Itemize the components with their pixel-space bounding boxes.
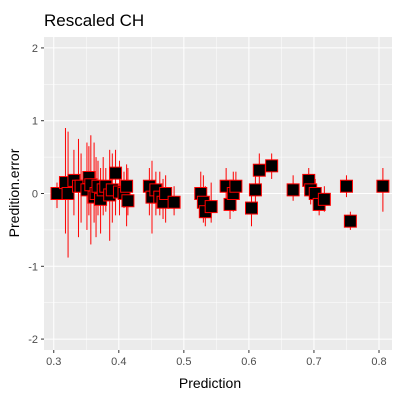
y-axis-title: Predition.error xyxy=(6,148,22,237)
x-tick-label: 0.5 xyxy=(176,356,191,368)
y-tick-label: 2 xyxy=(32,43,38,55)
data-point xyxy=(50,187,64,200)
chart-title: Rescaled CH xyxy=(44,11,144,30)
x-tick-label: 0.8 xyxy=(371,356,386,368)
data-point xyxy=(120,179,134,193)
data-point xyxy=(204,200,218,214)
data-point xyxy=(109,166,123,180)
x-tick-label: 0.3 xyxy=(46,356,61,368)
data-point xyxy=(248,183,262,197)
x-tick-label: 0.7 xyxy=(306,356,321,368)
x-axis: 0.3 0.4 0.5 0.6 0.7 0.8 xyxy=(46,350,387,368)
data-point xyxy=(121,194,135,208)
data-points xyxy=(50,159,390,228)
x-axis-title: Prediction xyxy=(179,375,241,391)
data-point xyxy=(229,179,243,193)
data-point xyxy=(339,179,353,193)
y-tick-label: 1 xyxy=(32,116,38,128)
data-point xyxy=(252,163,266,177)
x-tick-label: 0.4 xyxy=(111,356,126,368)
y-tick-label: -1 xyxy=(28,261,38,273)
data-point xyxy=(61,187,75,200)
y-tick-label: 0 xyxy=(32,189,38,201)
data-point xyxy=(223,197,237,211)
data-point xyxy=(317,192,331,206)
data-point xyxy=(343,214,357,228)
x-tick-label: 0.6 xyxy=(241,356,256,368)
y-tick-label: -2 xyxy=(28,334,38,346)
data-point xyxy=(376,179,390,193)
y-axis: -2 -1 0 1 2 xyxy=(28,43,44,346)
data-point xyxy=(286,183,300,197)
data-point xyxy=(167,195,181,209)
data-point xyxy=(265,159,279,173)
data-point xyxy=(244,201,258,215)
